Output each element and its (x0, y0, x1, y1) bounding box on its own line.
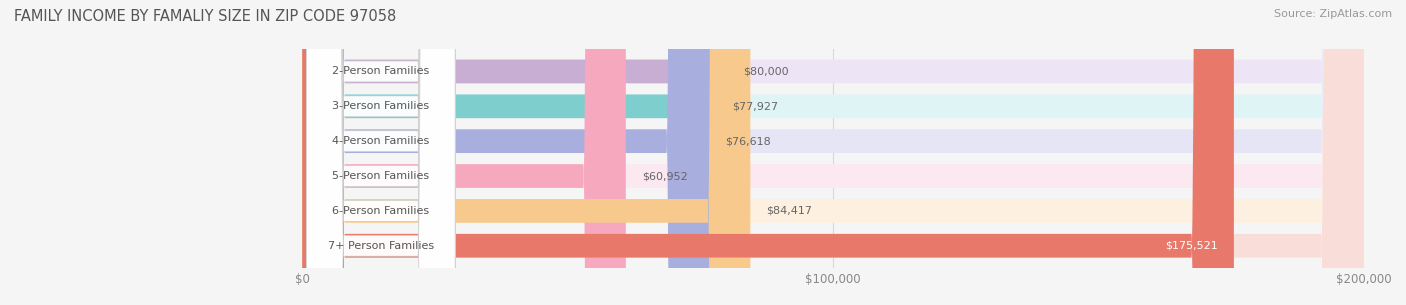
Text: 5-Person Families: 5-Person Families (332, 171, 429, 181)
Text: $175,521: $175,521 (1166, 241, 1218, 251)
Text: 3-Person Families: 3-Person Families (332, 101, 429, 111)
FancyBboxPatch shape (302, 0, 1364, 305)
Text: 7+ Person Families: 7+ Person Families (328, 241, 434, 251)
Text: $77,927: $77,927 (731, 101, 778, 111)
Text: 2-Person Families: 2-Person Families (332, 66, 429, 77)
Text: $60,952: $60,952 (641, 171, 688, 181)
FancyBboxPatch shape (307, 0, 456, 305)
FancyBboxPatch shape (302, 0, 1364, 305)
Text: $76,618: $76,618 (725, 136, 770, 146)
FancyBboxPatch shape (307, 0, 456, 305)
FancyBboxPatch shape (302, 0, 751, 305)
FancyBboxPatch shape (302, 0, 1364, 305)
FancyBboxPatch shape (307, 0, 456, 305)
FancyBboxPatch shape (302, 0, 709, 305)
Text: FAMILY INCOME BY FAMALIY SIZE IN ZIP CODE 97058: FAMILY INCOME BY FAMALIY SIZE IN ZIP COD… (14, 9, 396, 24)
FancyBboxPatch shape (307, 0, 456, 305)
Text: 6-Person Families: 6-Person Families (332, 206, 429, 216)
Text: $84,417: $84,417 (766, 206, 813, 216)
FancyBboxPatch shape (302, 0, 626, 305)
FancyBboxPatch shape (302, 0, 727, 305)
Text: $80,000: $80,000 (742, 66, 789, 77)
FancyBboxPatch shape (302, 0, 1364, 305)
FancyBboxPatch shape (302, 0, 1364, 305)
FancyBboxPatch shape (302, 0, 1364, 305)
FancyBboxPatch shape (302, 0, 1234, 305)
Text: 4-Person Families: 4-Person Families (332, 136, 429, 146)
FancyBboxPatch shape (307, 0, 456, 305)
Text: Source: ZipAtlas.com: Source: ZipAtlas.com (1274, 9, 1392, 19)
FancyBboxPatch shape (307, 0, 456, 305)
FancyBboxPatch shape (302, 0, 716, 305)
